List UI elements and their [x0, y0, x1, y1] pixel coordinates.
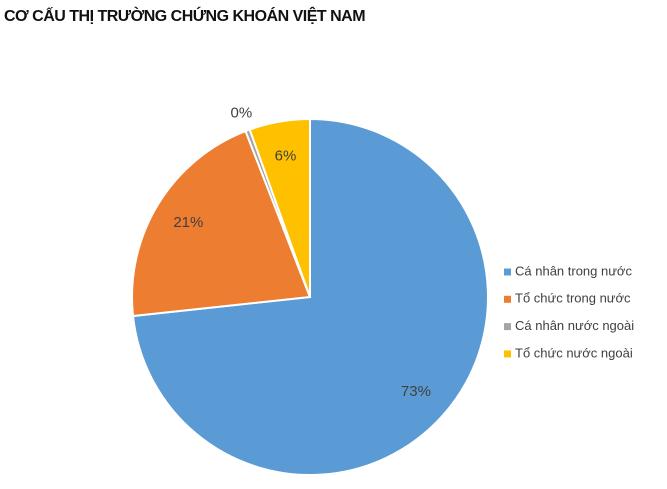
- chart-title: CƠ CẤU THỊ TRƯỜNG CHỨNG KHOÁN VIỆT NAM: [4, 6, 365, 25]
- legend-swatch: [504, 323, 511, 331]
- legend-label: Tổ chức trong nước: [515, 291, 631, 306]
- data-label: 21%: [173, 214, 203, 231]
- legend-label: Cá nhân nước ngoài: [515, 318, 634, 333]
- legend-swatch: [504, 295, 511, 303]
- pie-slice: [131, 129, 312, 318]
- data-label: 6%: [275, 148, 297, 165]
- legend-swatch: [504, 268, 511, 276]
- legend-swatch: [504, 350, 511, 358]
- data-label: 0%: [231, 105, 253, 122]
- legend-label: Cá nhân trong nước: [515, 263, 632, 278]
- data-label: 73%: [401, 383, 431, 400]
- legend-label: Tổ chức nước ngoài: [515, 345, 633, 360]
- pie-slice: [248, 117, 311, 298]
